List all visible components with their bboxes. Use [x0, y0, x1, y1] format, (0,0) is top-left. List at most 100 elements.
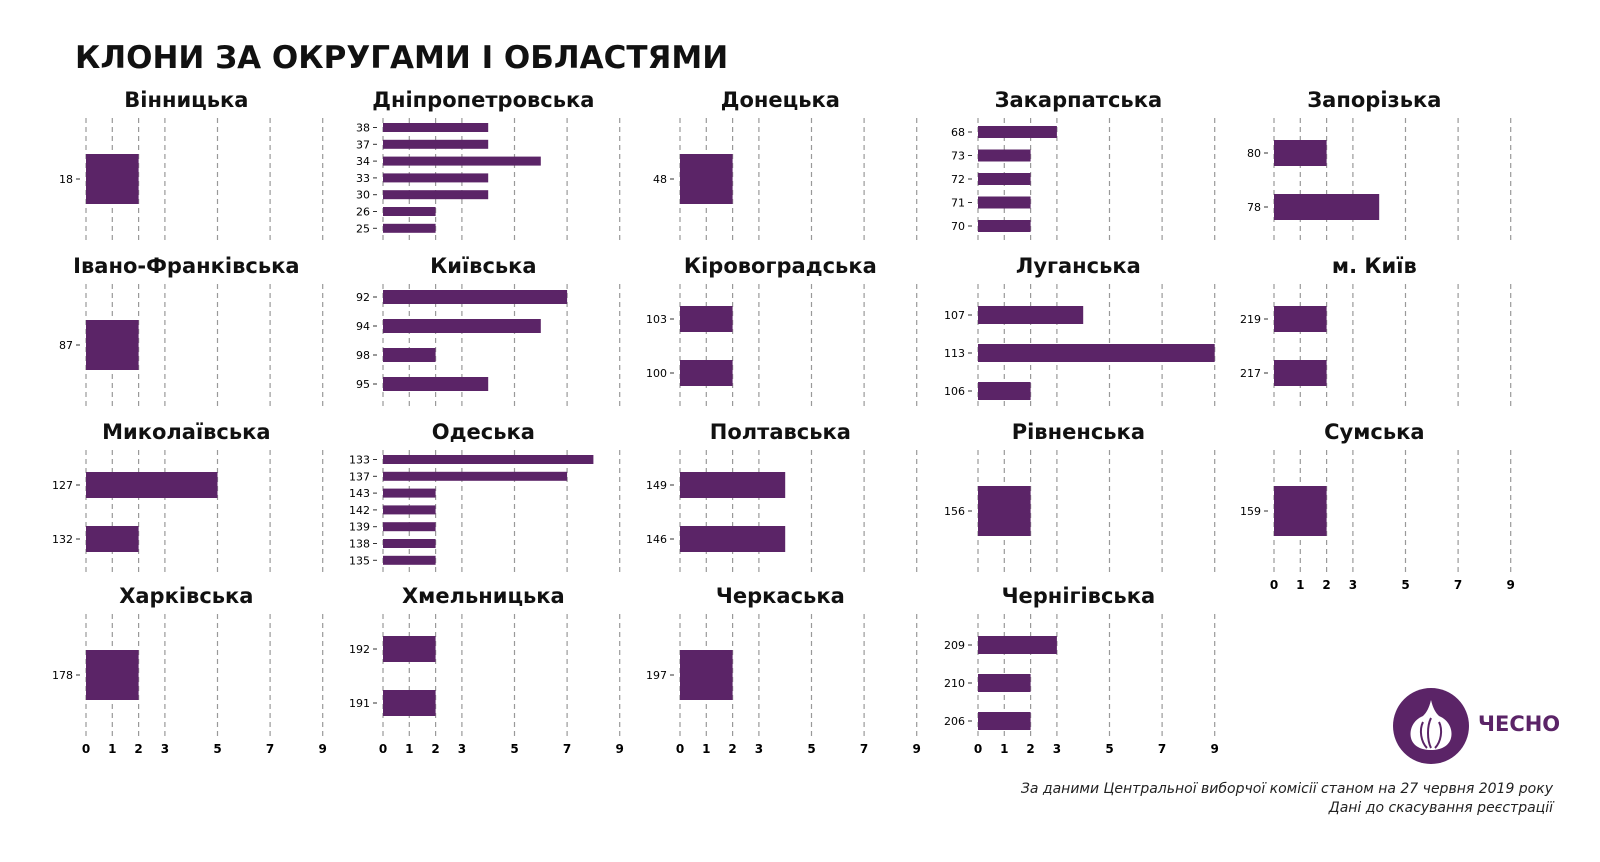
panel-title: Сумська — [1324, 420, 1425, 444]
category-label: 146 — [646, 533, 667, 546]
bar — [383, 348, 436, 362]
panel: 133 137 143 142 139 138 135 — [349, 450, 621, 572]
panel: 80 78 — [1247, 118, 1512, 240]
category-label: 113 — [944, 347, 965, 360]
x-tick-label: 0 — [1270, 578, 1278, 592]
bar — [978, 674, 1031, 692]
category-label: 156 — [944, 505, 965, 518]
panel: 18 — [59, 118, 324, 240]
panel: 92 94 98 95 — [356, 284, 621, 406]
category-label: 137 — [349, 470, 370, 483]
category-label: 133 — [349, 454, 370, 467]
bar — [383, 636, 436, 662]
panel: 219 217 — [1240, 284, 1512, 406]
panel: 38 37 34 33 30 26 25 — [356, 118, 621, 240]
x-tick-label: 0 — [676, 742, 684, 756]
panel: 209 210 206 0 1 2 3 5 7 9 — [944, 614, 1219, 756]
panel-title: Київська — [430, 254, 537, 278]
bar — [383, 190, 489, 200]
panel-title: Донецька — [720, 88, 840, 112]
category-label: 143 — [349, 487, 370, 500]
category-label: 33 — [356, 172, 370, 185]
garlic-logo-icon — [1393, 688, 1469, 764]
category-label: 87 — [59, 339, 73, 352]
x-tick-label: 1 — [1296, 578, 1304, 592]
category-label: 94 — [356, 320, 370, 333]
category-label: 30 — [356, 189, 370, 202]
category-label: 38 — [356, 122, 370, 135]
bar — [680, 472, 786, 498]
panel: 159 0 1 2 3 5 7 9 — [1240, 450, 1515, 592]
bar — [383, 690, 436, 716]
category-label: 132 — [52, 533, 73, 546]
category-label: 107 — [944, 309, 965, 322]
bar — [383, 319, 541, 333]
panel-title: м. Київ — [1331, 254, 1417, 278]
bar — [978, 306, 1084, 324]
x-tick-label: 3 — [755, 742, 763, 756]
category-label: 197 — [646, 669, 667, 682]
x-tick-label: 2 — [431, 742, 439, 756]
category-label: 106 — [944, 385, 965, 398]
bar — [978, 173, 1031, 185]
x-tick-label: 5 — [1401, 578, 1409, 592]
bar — [383, 555, 436, 565]
bar — [978, 382, 1031, 400]
panel: 197 0 1 2 3 5 7 9 — [646, 614, 921, 756]
panel: 178 0 1 2 3 5 7 9 — [52, 614, 327, 756]
category-label: 142 — [349, 504, 370, 517]
panel: 87 — [59, 284, 324, 406]
bar — [1274, 194, 1380, 220]
bar — [978, 486, 1031, 536]
bar — [86, 154, 139, 204]
x-tick-label: 7 — [563, 742, 571, 756]
x-tick-label: 0 — [82, 742, 90, 756]
bar — [978, 712, 1031, 730]
category-label: 95 — [356, 378, 370, 391]
source-note-2: Дані до скасування реєстрації — [1328, 800, 1553, 816]
panel-title: Запорізька — [1307, 88, 1442, 112]
x-tick-label: 9 — [913, 742, 921, 756]
panel-title: Чернігівська — [1001, 584, 1156, 608]
page-title: КЛОНИ ЗА ОКРУГАМИ І ОБЛАСТЯМИ — [75, 40, 729, 76]
panel-title: Кіровоградська — [683, 254, 877, 278]
bar — [383, 173, 489, 183]
bar — [1274, 486, 1327, 536]
x-tick-label: 2 — [1322, 578, 1330, 592]
x-tick-label: 3 — [1349, 578, 1357, 592]
panel-title: Миколаївська — [102, 420, 271, 444]
category-label: 159 — [1240, 505, 1261, 518]
panel-title: Полтавська — [709, 420, 851, 444]
category-label: 149 — [646, 479, 667, 492]
x-tick-label: 5 — [807, 742, 815, 756]
panel: 149 146 — [646, 450, 918, 572]
category-label: 48 — [653, 173, 667, 186]
bar — [383, 223, 436, 233]
bar — [1274, 360, 1327, 386]
bar — [978, 636, 1057, 654]
panel-title: Дніпропетровська — [372, 88, 595, 112]
bar — [978, 344, 1215, 362]
x-tick-label: 1 — [702, 742, 710, 756]
panel: 156 — [944, 450, 1216, 572]
category-label: 217 — [1240, 367, 1261, 380]
bar — [383, 455, 594, 464]
panel: 68 73 72 71 70 — [951, 118, 1216, 240]
panel: 48 — [653, 118, 918, 240]
panel-title: Закарпатська — [994, 88, 1163, 112]
bar — [86, 526, 139, 552]
category-label: 18 — [59, 173, 73, 186]
category-label: 25 — [356, 222, 370, 235]
bar — [978, 126, 1057, 138]
bar — [383, 505, 436, 515]
panel-title: Черкаська — [715, 584, 845, 608]
category-label: 78 — [1247, 201, 1261, 214]
bar — [383, 290, 568, 304]
category-label: 80 — [1247, 147, 1261, 160]
category-label: 219 — [1240, 313, 1261, 326]
garlic-icon — [1410, 700, 1452, 750]
x-tick-label: 9 — [1211, 742, 1219, 756]
bar — [383, 539, 436, 548]
